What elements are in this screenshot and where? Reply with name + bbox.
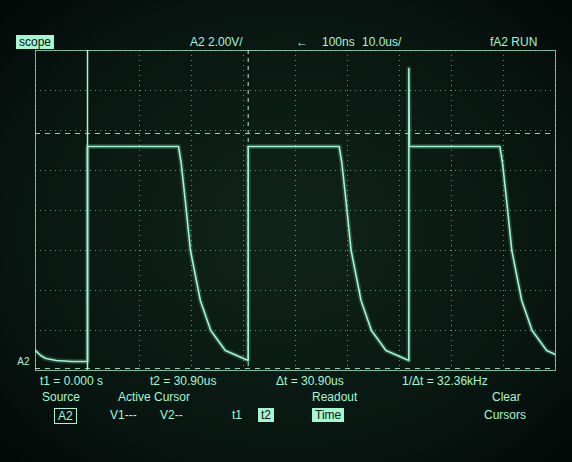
html-text:Active Cursor: Active Cursor bbox=[118, 390, 190, 404]
svg-text:A2: A2 bbox=[17, 356, 30, 367]
html-text:t2 = 30.90us: t2 = 30.90us bbox=[150, 374, 217, 388]
html-text:fA2 RUN: fA2 RUN bbox=[490, 35, 538, 49]
html-text:Source: Source bbox=[42, 390, 80, 404]
html-text:A2 2.00V/: A2 2.00V/ bbox=[190, 35, 243, 49]
html-text:Δt = 30.90us: Δt = 30.90us bbox=[276, 374, 344, 388]
html-text:Clear: Clear bbox=[492, 390, 521, 404]
html-text:10.0us/: 10.0us/ bbox=[362, 35, 402, 49]
html-text:Readout: Readout bbox=[312, 390, 358, 404]
html-text:t2: t2 bbox=[261, 408, 271, 422]
html-text:t1: t1 bbox=[232, 408, 242, 422]
html-text:V2--: V2-- bbox=[160, 408, 183, 422]
html-text:A2: A2 bbox=[58, 409, 73, 423]
html-text:Time: Time bbox=[315, 408, 342, 422]
html-text:1/Δt = 32.36kHz: 1/Δt = 32.36kHz bbox=[402, 374, 488, 388]
html-text:scope: scope bbox=[19, 35, 51, 49]
html-text:100ns: 100ns bbox=[322, 35, 355, 49]
html-text:V1---: V1--- bbox=[110, 408, 137, 422]
html-text:Cursors: Cursors bbox=[484, 408, 526, 422]
html-text:t1 = 0.000 s: t1 = 0.000 s bbox=[40, 374, 103, 388]
